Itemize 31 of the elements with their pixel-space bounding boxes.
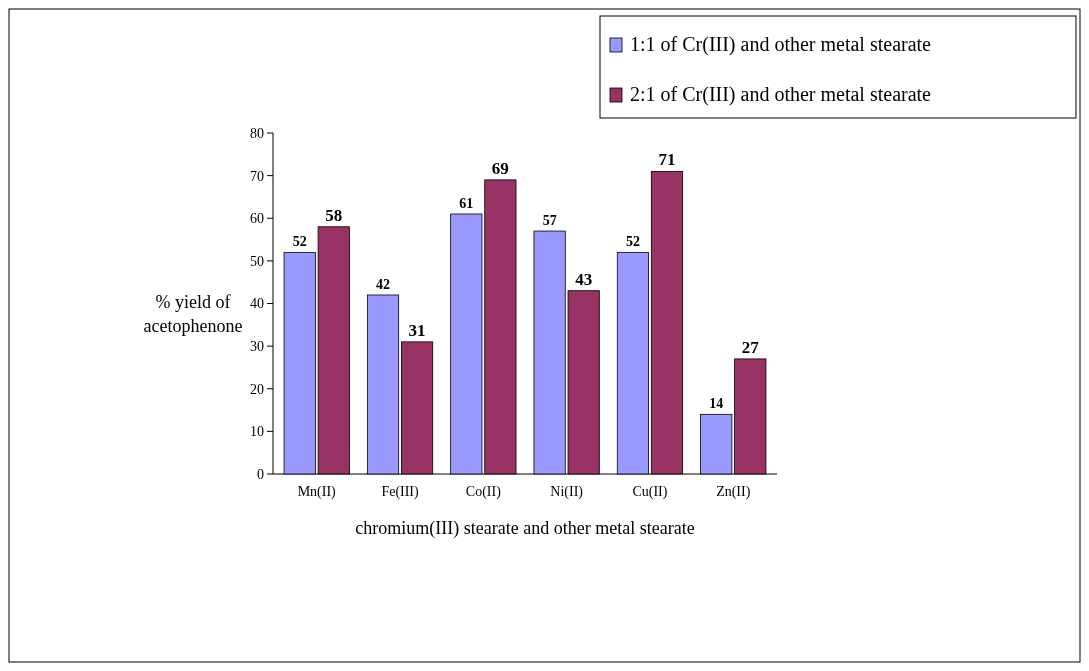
data-label: 58: [325, 205, 343, 225]
data-label: 27: [741, 337, 760, 357]
x-tick-label: Zn(II): [716, 484, 751, 500]
data-label: 57: [542, 213, 557, 229]
x-tick-label: Fe(III): [381, 484, 420, 500]
data-label: 14: [709, 396, 724, 412]
data-label: 42: [376, 276, 391, 292]
data-label: 52: [292, 234, 307, 250]
data-label: 69: [491, 158, 509, 178]
legend-label: 1:1 of Cr(III) and other metal stearate: [630, 33, 932, 56]
data-label: 61: [459, 195, 474, 211]
y-tick-label: 20: [250, 381, 264, 397]
y-axis-title: % yield of acetophenone: [143, 292, 243, 336]
y-tick-label: 80: [250, 125, 264, 141]
y-tick-label: 70: [250, 168, 264, 184]
data-label: 43: [575, 269, 593, 289]
y-tick-label: 50: [250, 253, 264, 269]
data-label: 71: [658, 150, 676, 170]
y-tick-label: 40: [250, 296, 264, 312]
x-axis-title: chromium(III) stearate and other metal stearate: [355, 518, 695, 539]
data-label: 31: [408, 320, 426, 340]
legend-label: 2:1 of Cr(III) and other metal stearate: [630, 83, 932, 106]
y-tick-label: 0: [257, 466, 264, 482]
y-tick-label: 30: [250, 339, 264, 355]
x-tick-label: Cu(II): [632, 484, 668, 500]
x-tick-label: Co(II): [465, 484, 502, 500]
y-tick-label: 60: [250, 211, 264, 227]
x-tick-label: Ni(II): [550, 484, 584, 500]
y-tick-label: 10: [250, 424, 264, 440]
data-label: 52: [625, 234, 640, 250]
x-tick-label: Mn(II): [297, 484, 337, 500]
